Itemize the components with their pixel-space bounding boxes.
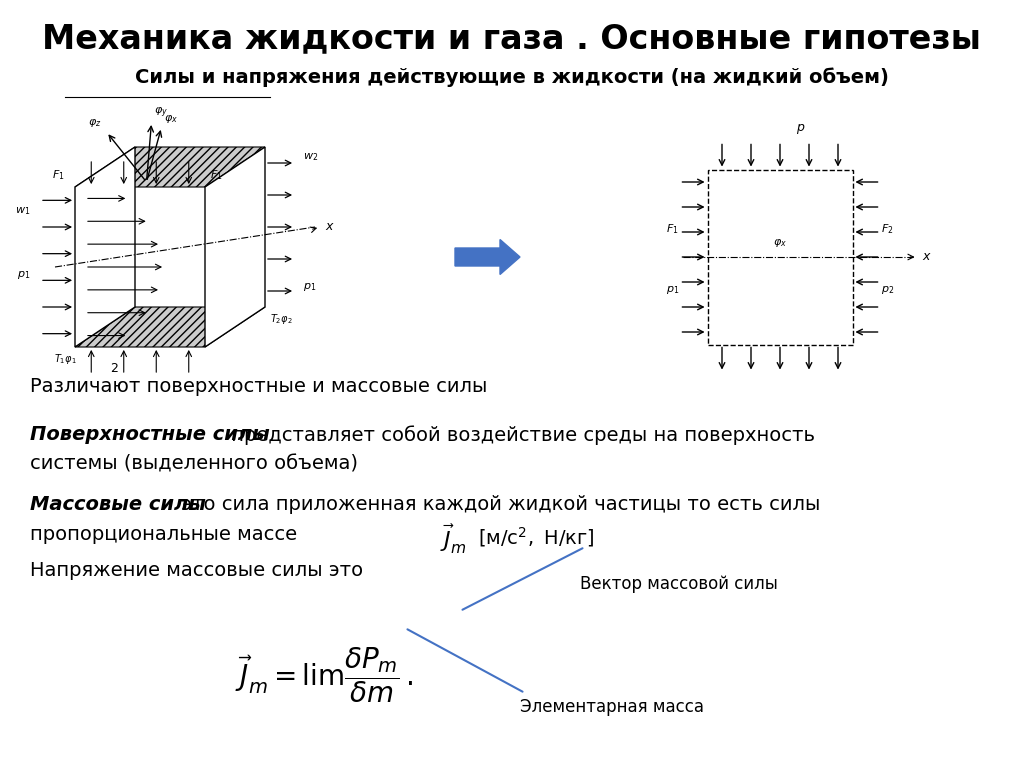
Text: $p_1$: $p_1$	[303, 281, 316, 293]
Text: Силы и напряжения действующие в жидкости (на жидкий объем): Силы и напряжения действующие в жидкости…	[135, 67, 889, 87]
Text: $\varphi_y$: $\varphi_y$	[155, 106, 169, 120]
Polygon shape	[75, 147, 265, 187]
Text: Элементарная масса: Элементарная масса	[520, 698, 705, 716]
Text: x: x	[923, 251, 930, 264]
Text: $\varphi_x$: $\varphi_x$	[773, 237, 787, 249]
Polygon shape	[75, 307, 265, 347]
Text: представляет собой воздействие среды на поверхность: представляет собой воздействие среды на …	[225, 425, 815, 445]
Text: $F_1$: $F_1$	[210, 168, 222, 182]
Text: $F_2$: $F_2$	[882, 222, 894, 235]
Text: $\varphi_z$: $\varphi_z$	[88, 117, 101, 129]
Text: Поверхностные силы: Поверхностные силы	[30, 425, 269, 444]
Text: пропорциональные массе: пропорциональные массе	[30, 525, 297, 544]
Text: $p_1$: $p_1$	[16, 269, 30, 281]
Text: $w_1$: $w_1$	[14, 205, 30, 217]
Text: $[\mathrm{м/c^{2},\ H/кг}]$: $[\mathrm{м/c^{2},\ H/кг}]$	[478, 525, 595, 549]
Text: $F_1$: $F_1$	[667, 222, 679, 235]
Polygon shape	[75, 147, 135, 347]
Text: Различают поверхностные и массовые силы: Различают поверхностные и массовые силы	[30, 377, 487, 396]
Text: $p_1$: $p_1$	[666, 284, 679, 296]
Text: $\vec{J}^{\,}_{m}$: $\vec{J}^{\,}_{m}$	[440, 523, 467, 556]
Text: $T_1\varphi_1$: $T_1\varphi_1$	[53, 352, 77, 366]
Text: $w_2$: $w_2$	[303, 151, 318, 163]
Text: $\vec{J}^{\,}_{m} = \lim\dfrac{\delta P_{m}}{\delta m}\,.$: $\vec{J}^{\,}_{m} = \lim\dfrac{\delta P_…	[234, 646, 414, 706]
Polygon shape	[455, 239, 520, 275]
Text: p: p	[796, 121, 804, 134]
Text: 2: 2	[110, 362, 118, 375]
Text: $p_2$: $p_2$	[881, 284, 894, 296]
Text: это сила приложенная каждой жидкой частицы то есть силы: это сила приложенная каждой жидкой части…	[175, 495, 820, 514]
Text: Механика жидкости и газа . Основные гипотезы: Механика жидкости и газа . Основные гипо…	[43, 22, 981, 55]
Text: $F_1$: $F_1$	[52, 168, 65, 182]
Text: системы (выделенного объема): системы (выделенного объема)	[30, 455, 358, 474]
Text: Вектор массовой силы: Вектор массовой силы	[580, 575, 778, 593]
Polygon shape	[205, 147, 265, 347]
Text: Массовые силы: Массовые силы	[30, 495, 206, 514]
Text: $\varphi_x$: $\varphi_x$	[165, 113, 178, 125]
Text: x: x	[325, 220, 333, 233]
Text: Напряжение массовые силы это: Напряжение массовые силы это	[30, 561, 364, 580]
Text: $T_2\varphi_2$: $T_2\varphi_2$	[270, 312, 293, 326]
